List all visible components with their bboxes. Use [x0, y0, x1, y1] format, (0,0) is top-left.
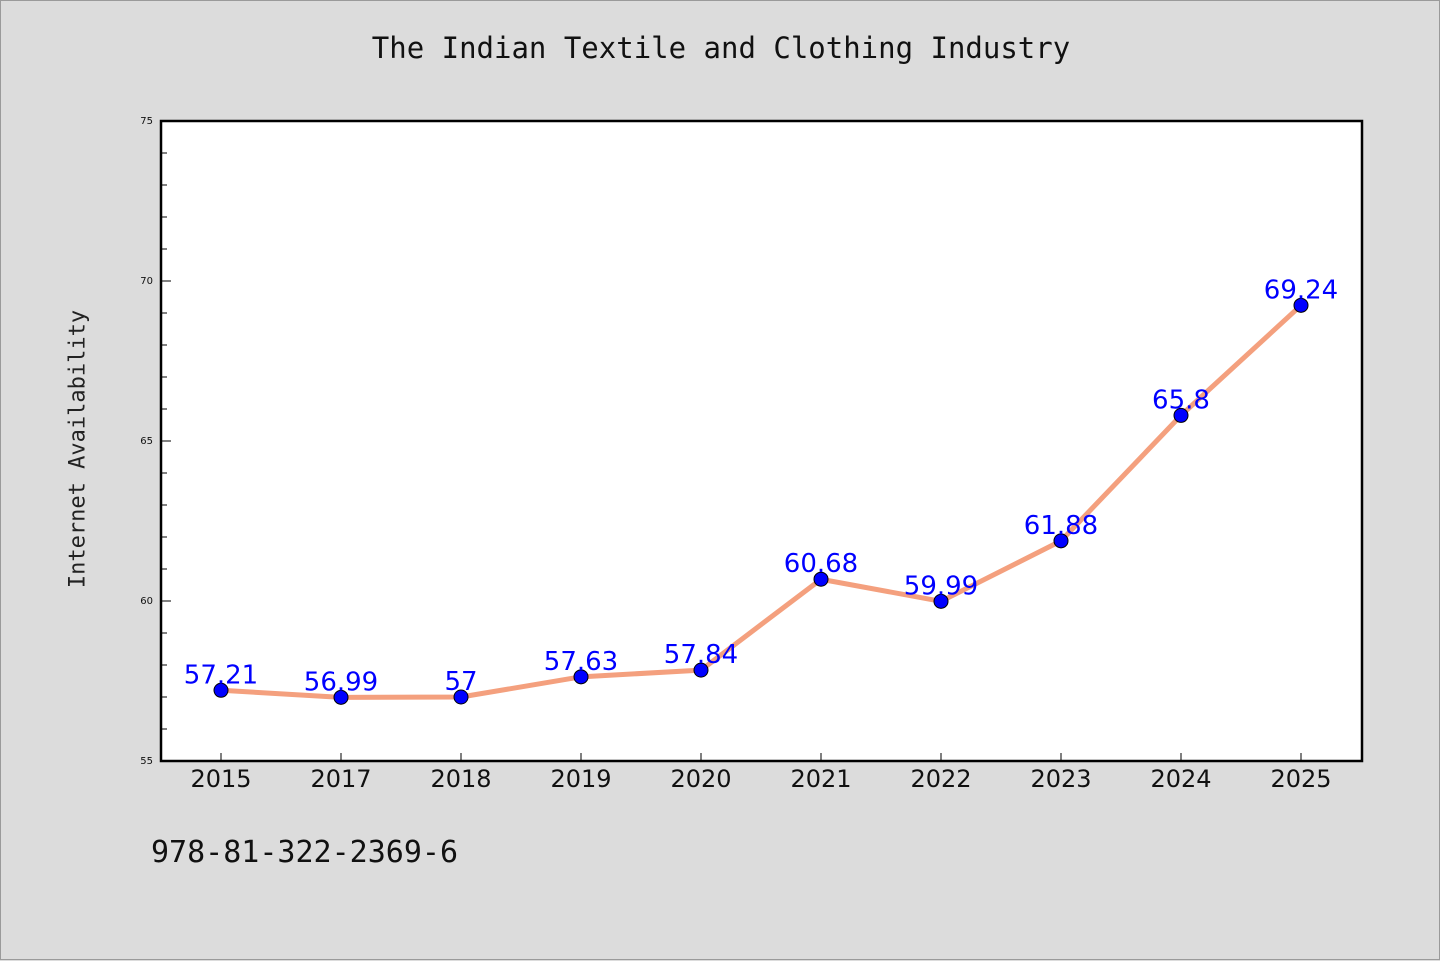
data-point [333, 689, 349, 705]
x-tick-label: 2022 [910, 765, 971, 793]
data-markers [213, 297, 1309, 705]
x-axis-ticks: 2015 2017 2018 2019 2020 2021 2022 2023 2024 2025 [190, 753, 1332, 793]
data-labels: 57.21 56.99 57 57.63 57.84 60.68 59.99 61.88 65.… [184, 275, 1338, 697]
data-label: 61.88 [1024, 511, 1098, 541]
data-label: 65.8 [1152, 385, 1210, 415]
plot-area [159, 119, 1364, 763]
data-point [213, 682, 229, 698]
x-tick-label: 2021 [790, 765, 851, 793]
data-point [813, 571, 829, 587]
data-label: 69.24 [1264, 275, 1338, 305]
data-label: 59.99 [904, 571, 978, 601]
data-point [1173, 407, 1189, 423]
data-label: 57 [444, 667, 477, 697]
data-label: 60.68 [784, 549, 858, 579]
y-tick-label: 60 [140, 596, 153, 607]
data-point [453, 689, 469, 705]
chart-title: The Indian Textile and Clothing Industry [371, 31, 1071, 65]
x-tick-label: 2024 [1150, 765, 1211, 793]
y-tick-label: 70 [140, 276, 153, 287]
data-point [1293, 297, 1309, 313]
data-point [573, 669, 589, 685]
series-line [218, 302, 1304, 700]
x-tick-label: 2017 [310, 765, 371, 793]
y-axis-ticks: 55 60 65 70 75 [140, 116, 171, 767]
y-tick-label: 65 [140, 436, 153, 447]
data-point [693, 662, 709, 678]
x-tick-label: 2020 [670, 765, 731, 793]
isbn-text: 978-81-322-2369-6 [151, 835, 459, 870]
x-tick-label: 2019 [550, 765, 611, 793]
data-label: 56.99 [304, 667, 378, 697]
x-tick-label: 2023 [1030, 765, 1091, 793]
x-tick-label: 2015 [190, 765, 251, 793]
y-tick-label: 55 [140, 756, 153, 767]
x-tick-label: 2025 [1270, 765, 1331, 793]
data-label: 57.84 [664, 640, 738, 670]
y-tick-label: 75 [140, 116, 153, 127]
data-label: 57.21 [184, 660, 258, 690]
data-point [933, 593, 949, 609]
x-tick-label: 2018 [430, 765, 491, 793]
data-label: 57.63 [544, 647, 618, 677]
data-point [1053, 533, 1069, 549]
